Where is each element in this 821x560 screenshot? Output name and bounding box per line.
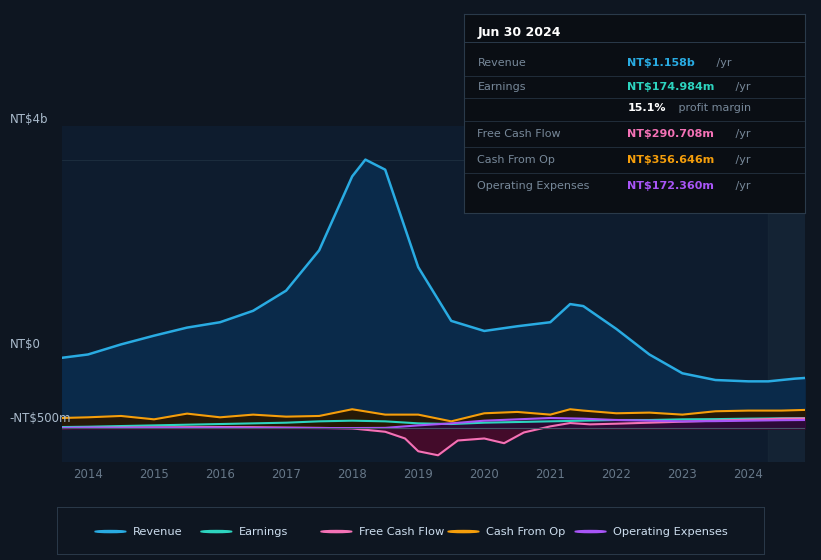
Text: NT$356.646m: NT$356.646m bbox=[627, 155, 714, 165]
Text: NT$174.984m: NT$174.984m bbox=[627, 82, 715, 92]
Text: Free Cash Flow: Free Cash Flow bbox=[359, 526, 444, 536]
Circle shape bbox=[575, 530, 606, 533]
Text: /yr: /yr bbox=[732, 155, 751, 165]
Text: NT$290.708m: NT$290.708m bbox=[627, 129, 714, 139]
Text: Operating Expenses: Operating Expenses bbox=[613, 526, 728, 536]
Text: Earnings: Earnings bbox=[478, 82, 526, 92]
Text: NT$1.158b: NT$1.158b bbox=[627, 58, 695, 68]
Text: -NT$500m: -NT$500m bbox=[10, 412, 71, 424]
Bar bbox=[768, 126, 805, 462]
Text: Revenue: Revenue bbox=[478, 58, 526, 68]
Circle shape bbox=[448, 530, 479, 533]
Text: Cash From Op: Cash From Op bbox=[478, 155, 555, 165]
Text: Operating Expenses: Operating Expenses bbox=[478, 181, 589, 191]
Circle shape bbox=[95, 530, 126, 533]
Text: NT$172.360m: NT$172.360m bbox=[627, 181, 714, 191]
Text: Revenue: Revenue bbox=[133, 526, 182, 536]
Text: /yr: /yr bbox=[732, 129, 751, 139]
Text: Jun 30 2024: Jun 30 2024 bbox=[478, 26, 561, 39]
Text: Cash From Op: Cash From Op bbox=[486, 526, 566, 536]
Text: /yr: /yr bbox=[732, 82, 751, 92]
Text: /yr: /yr bbox=[713, 58, 732, 68]
Text: NT$0: NT$0 bbox=[10, 338, 41, 351]
Text: 15.1%: 15.1% bbox=[627, 104, 666, 114]
Circle shape bbox=[321, 530, 352, 533]
Text: NT$4b: NT$4b bbox=[10, 113, 48, 126]
Text: Earnings: Earnings bbox=[239, 526, 288, 536]
Text: /yr: /yr bbox=[732, 181, 751, 191]
Circle shape bbox=[201, 530, 232, 533]
Text: profit margin: profit margin bbox=[675, 104, 751, 114]
Text: Free Cash Flow: Free Cash Flow bbox=[478, 129, 561, 139]
